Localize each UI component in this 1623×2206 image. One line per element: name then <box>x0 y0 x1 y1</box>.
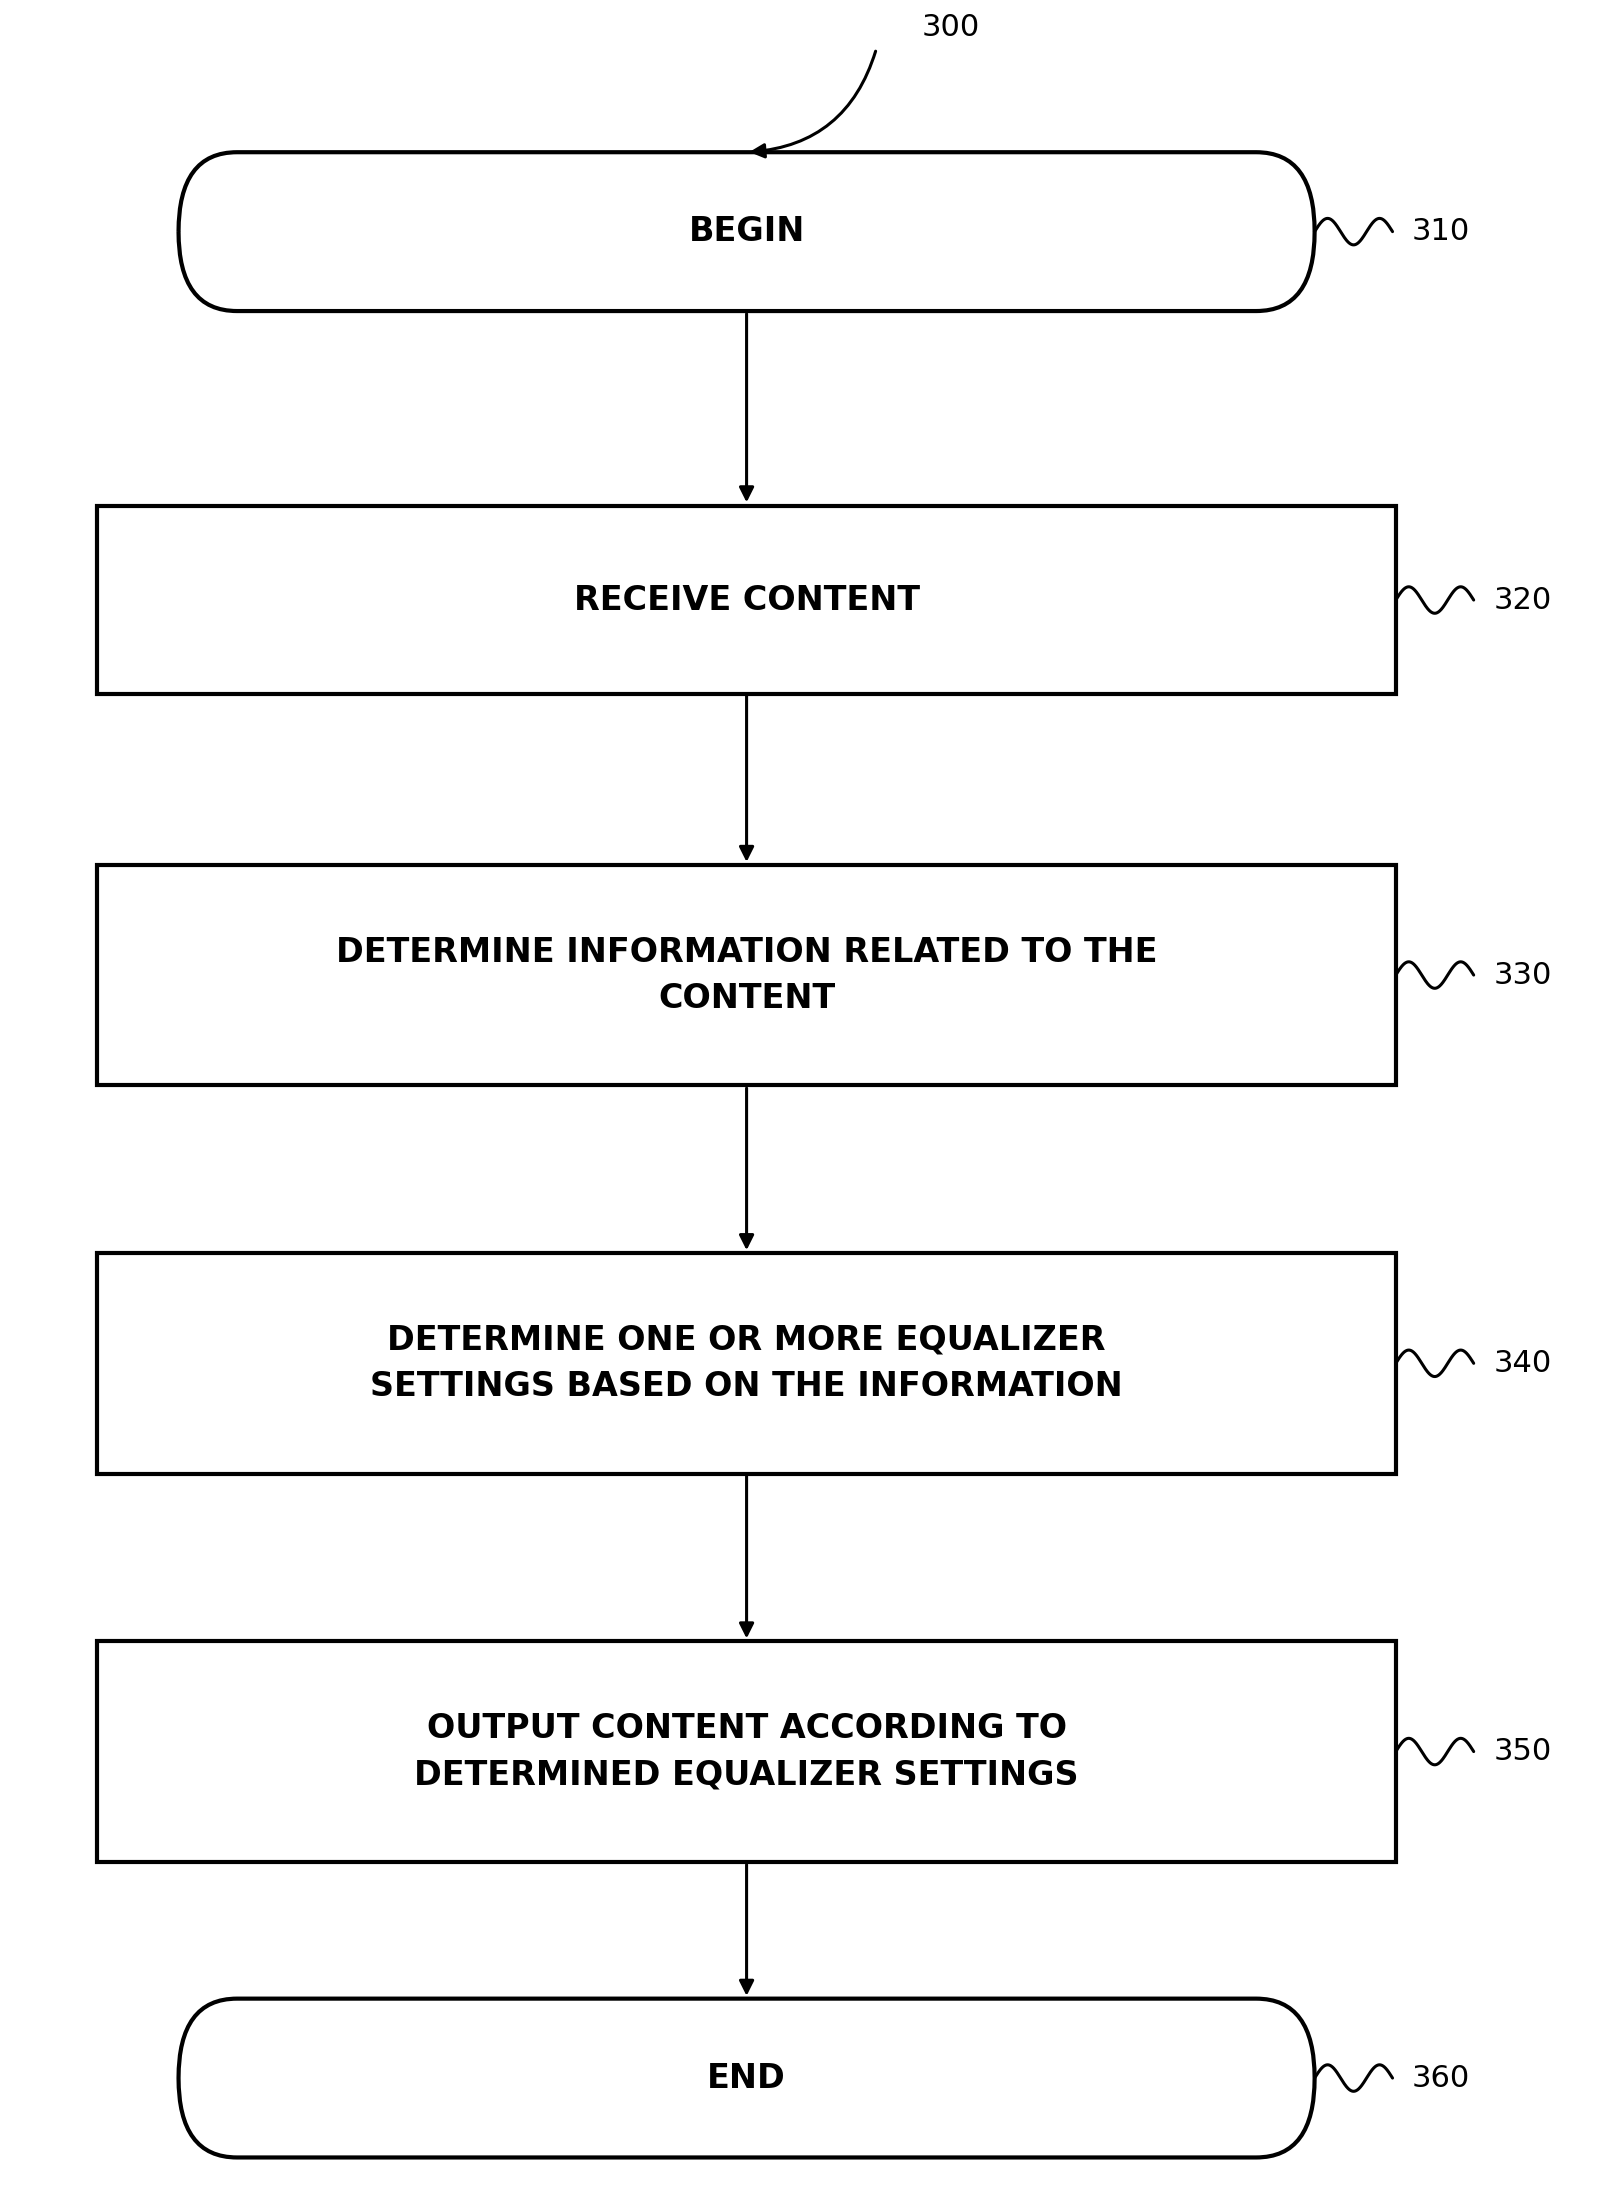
Text: BEGIN: BEGIN <box>688 216 805 247</box>
Text: 350: 350 <box>1493 1736 1552 1767</box>
Text: 310: 310 <box>1412 216 1470 247</box>
FancyBboxPatch shape <box>179 152 1315 311</box>
Text: 360: 360 <box>1412 2063 1470 2093</box>
FancyBboxPatch shape <box>97 1641 1396 1862</box>
Text: 330: 330 <box>1493 960 1552 990</box>
Text: RECEIVE CONTENT: RECEIVE CONTENT <box>573 585 920 615</box>
Text: 320: 320 <box>1493 585 1552 615</box>
FancyBboxPatch shape <box>97 507 1396 693</box>
Text: 340: 340 <box>1493 1348 1552 1379</box>
FancyBboxPatch shape <box>97 1253 1396 1474</box>
Text: DETERMINE INFORMATION RELATED TO THE
CONTENT: DETERMINE INFORMATION RELATED TO THE CON… <box>336 935 1157 1015</box>
Text: END: END <box>708 2063 786 2093</box>
Text: OUTPUT CONTENT ACCORDING TO
DETERMINED EQUALIZER SETTINGS: OUTPUT CONTENT ACCORDING TO DETERMINED E… <box>414 1712 1079 1791</box>
FancyBboxPatch shape <box>97 865 1396 1085</box>
Text: DETERMINE ONE OR MORE EQUALIZER
SETTINGS BASED ON THE INFORMATION: DETERMINE ONE OR MORE EQUALIZER SETTINGS… <box>370 1324 1123 1403</box>
Text: 300: 300 <box>922 13 980 42</box>
FancyBboxPatch shape <box>179 1999 1315 2157</box>
